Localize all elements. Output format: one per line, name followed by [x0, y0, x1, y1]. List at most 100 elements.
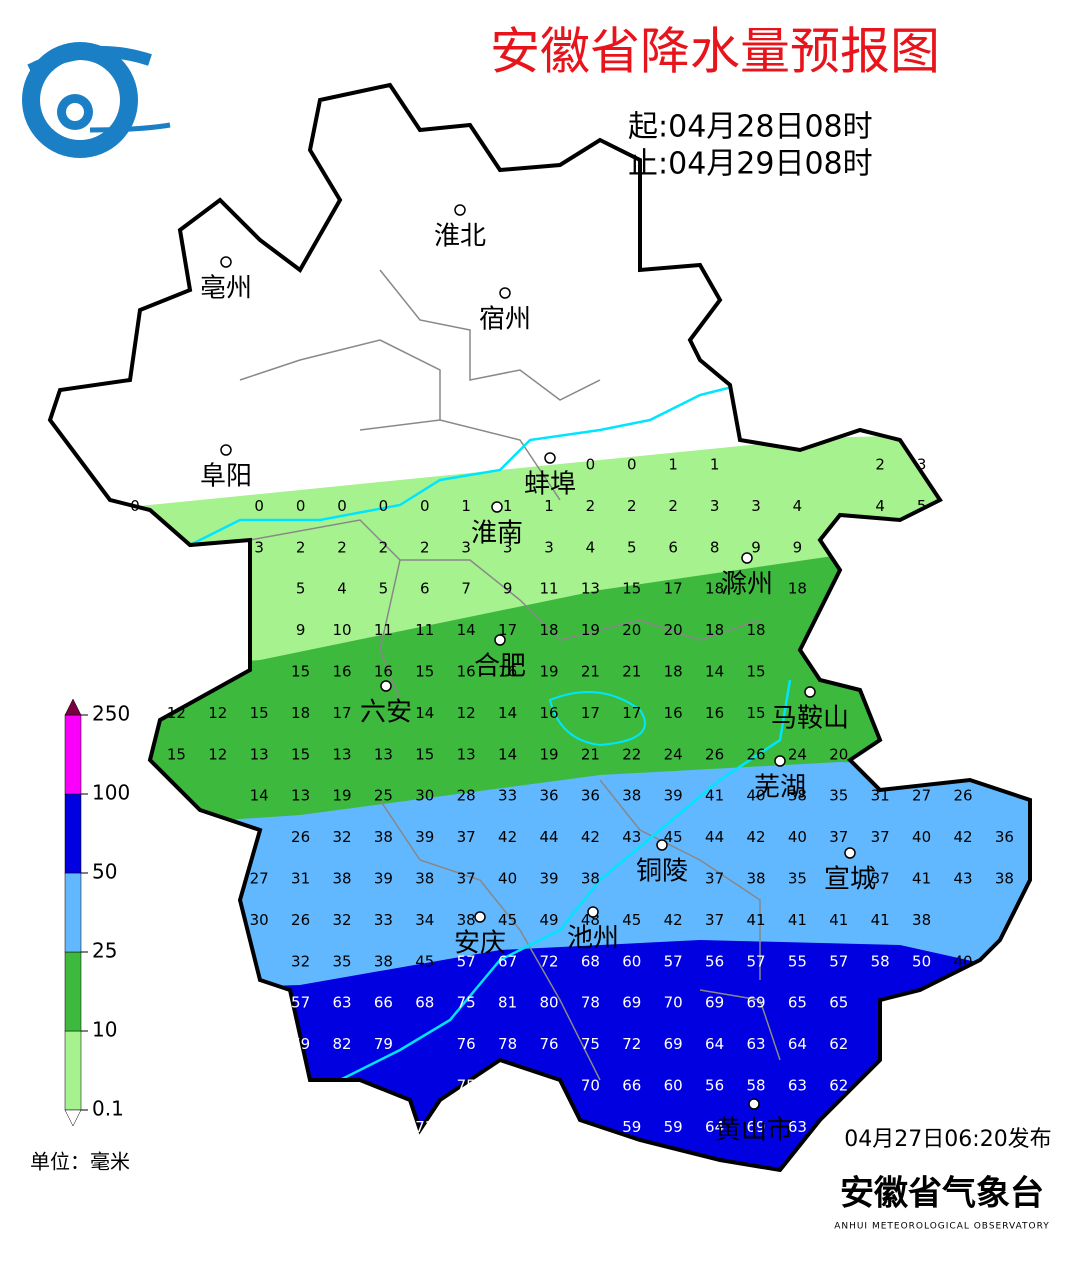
grid-value: 45 — [664, 828, 683, 846]
grid-value: 56 — [705, 1077, 724, 1095]
grid-value: 22 — [622, 745, 641, 763]
grid-value: 12 — [167, 704, 186, 722]
unit: 单位：毫米 — [30, 1150, 130, 1174]
grid-value: 27 — [912, 787, 931, 805]
start-time: 起:04月28日08时 — [628, 110, 873, 145]
grid-value: 63 — [788, 1118, 807, 1136]
grid-value: 21 — [581, 745, 600, 763]
grid-value: 72 — [622, 1035, 641, 1053]
grid-value: 16 — [539, 704, 558, 722]
grid-value: 39 — [539, 870, 558, 888]
grid-value: 17 — [622, 704, 641, 722]
city-name: 宿州 — [479, 305, 531, 335]
grid-value: 14 — [498, 745, 517, 763]
grid-value: 26 — [746, 745, 765, 763]
grid-value: 55 — [788, 952, 807, 970]
grid-value: 15 — [291, 663, 310, 681]
grid-value: 44 — [539, 828, 558, 846]
city-dot — [804, 686, 816, 698]
org-name-en: ANHUI METEOROLOGICAL OBSERVATORY — [834, 1222, 1050, 1232]
city-name: 亳州 — [200, 274, 252, 304]
grid-value: 37 — [705, 911, 724, 929]
city-name: 蚌埠 — [524, 470, 576, 500]
grid-value: 13 — [457, 745, 476, 763]
grid-value: 41 — [871, 911, 890, 929]
grid-value: 18 — [291, 704, 310, 722]
grid-value: 32 — [291, 952, 310, 970]
grid-value: 0 — [420, 497, 430, 515]
grid-value: 56 — [705, 952, 724, 970]
grid-value: 18 — [705, 621, 724, 639]
grid-value: 40 — [788, 828, 807, 846]
grid-value: 13 — [581, 580, 600, 598]
grid-value: 40 — [912, 828, 931, 846]
grid-value: 33 — [374, 911, 393, 929]
grid-value: 3 — [710, 497, 720, 515]
grid-value: 40 — [498, 870, 517, 888]
legend-swatch — [64, 714, 82, 795]
city-dot — [499, 287, 511, 299]
city-name: 宣城 — [824, 865, 876, 895]
grid-value: 38 — [457, 911, 476, 929]
grid-value: 2 — [668, 497, 678, 515]
city-dot — [774, 755, 786, 767]
city-name: 合肥 — [474, 652, 526, 682]
grid-value: 18 — [539, 621, 558, 639]
city-name: 阜阳 — [200, 462, 252, 492]
grid-value: 80 — [539, 994, 558, 1012]
legend-label: 10 — [92, 1018, 117, 1042]
grid-value: 6 — [668, 538, 678, 556]
legend-arrow — [64, 1109, 82, 1127]
grid-value: 65 — [829, 994, 848, 1012]
grid-value: 38 — [788, 787, 807, 805]
grid-value: 73 — [415, 1118, 434, 1136]
grid-value: 15 — [746, 663, 765, 681]
grid-value: 78 — [498, 1035, 517, 1053]
grid-value: 26 — [953, 787, 972, 805]
city-dot — [380, 680, 392, 692]
city-dot — [491, 501, 503, 513]
grid-value: 57 — [291, 994, 310, 1012]
city-name: 滁州 — [721, 570, 773, 600]
grid-value: 5 — [627, 538, 637, 556]
city-name: 黄山市 — [715, 1116, 793, 1146]
grid-value: 21 — [622, 663, 641, 681]
grid-value: 3 — [751, 497, 761, 515]
grid-value: 44 — [705, 828, 724, 846]
grid-value: 3 — [503, 538, 513, 556]
grid-value: 69 — [746, 1118, 765, 1136]
grid-value: 38 — [415, 870, 434, 888]
grid-value: 69 — [746, 994, 765, 1012]
grid-value: 13 — [374, 745, 393, 763]
grid-value: 57 — [829, 952, 848, 970]
grid-value: 11 — [374, 621, 393, 639]
grid-value: 16 — [457, 663, 476, 681]
legend-swatch — [64, 872, 82, 953]
grid-value: 15 — [250, 704, 269, 722]
grid-value: 34 — [415, 911, 434, 929]
grid-value: 24 — [664, 745, 683, 763]
grid-value: 79 — [291, 1035, 310, 1053]
grid-value: 63 — [332, 994, 351, 1012]
grid-value: 31 — [291, 870, 310, 888]
grid-value: 40 — [953, 952, 972, 970]
grid-value: 0 — [586, 456, 596, 474]
grid-value: 19 — [539, 745, 558, 763]
boundaries — [189, 269, 792, 1087]
grid-value: 68 — [415, 994, 434, 1012]
grid-value: 37 — [457, 870, 476, 888]
grid-value: 17 — [664, 580, 683, 598]
grid-value: 20 — [829, 745, 848, 763]
grid-value: 20 — [622, 621, 641, 639]
grid-value: 21 — [581, 663, 600, 681]
grid-value: 78 — [581, 994, 600, 1012]
grid-value: 14 — [250, 787, 269, 805]
grid-value: 39 — [415, 828, 434, 846]
grid-value: 35 — [788, 870, 807, 888]
issued-time: 04月27日06:20发布 — [844, 1127, 1051, 1152]
grid-value: 68 — [581, 952, 600, 970]
grid-value: 64 — [705, 1035, 724, 1053]
grid-value: 13 — [332, 745, 351, 763]
grid-value: 4 — [586, 538, 596, 556]
grid-value: 64 — [788, 1035, 807, 1053]
